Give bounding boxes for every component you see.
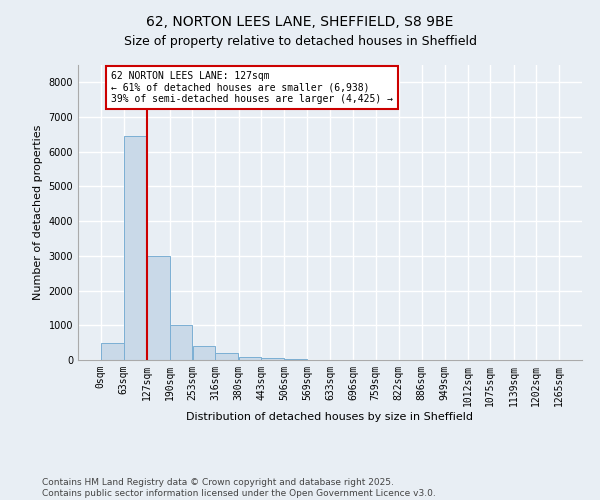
Bar [101,342,124,360]
Text: Contains HM Land Registry data © Crown copyright and database right 2025.
Contai: Contains HM Land Registry data © Crown c… [42,478,436,498]
Bar [239,356,261,360]
Bar [262,358,284,360]
Bar [124,136,147,360]
Y-axis label: Number of detached properties: Number of detached properties [33,125,43,300]
Bar [215,353,238,360]
Bar [193,346,215,360]
X-axis label: Distribution of detached houses by size in Sheffield: Distribution of detached houses by size … [187,412,473,422]
Text: 62, NORTON LEES LANE, SHEFFIELD, S8 9BE: 62, NORTON LEES LANE, SHEFFIELD, S8 9BE [146,15,454,29]
Bar [170,326,193,360]
Text: 62 NORTON LEES LANE: 127sqm
← 61% of detached houses are smaller (6,938)
39% of : 62 NORTON LEES LANE: 127sqm ← 61% of det… [111,71,393,104]
Text: Size of property relative to detached houses in Sheffield: Size of property relative to detached ho… [124,35,476,48]
Bar [147,256,170,360]
